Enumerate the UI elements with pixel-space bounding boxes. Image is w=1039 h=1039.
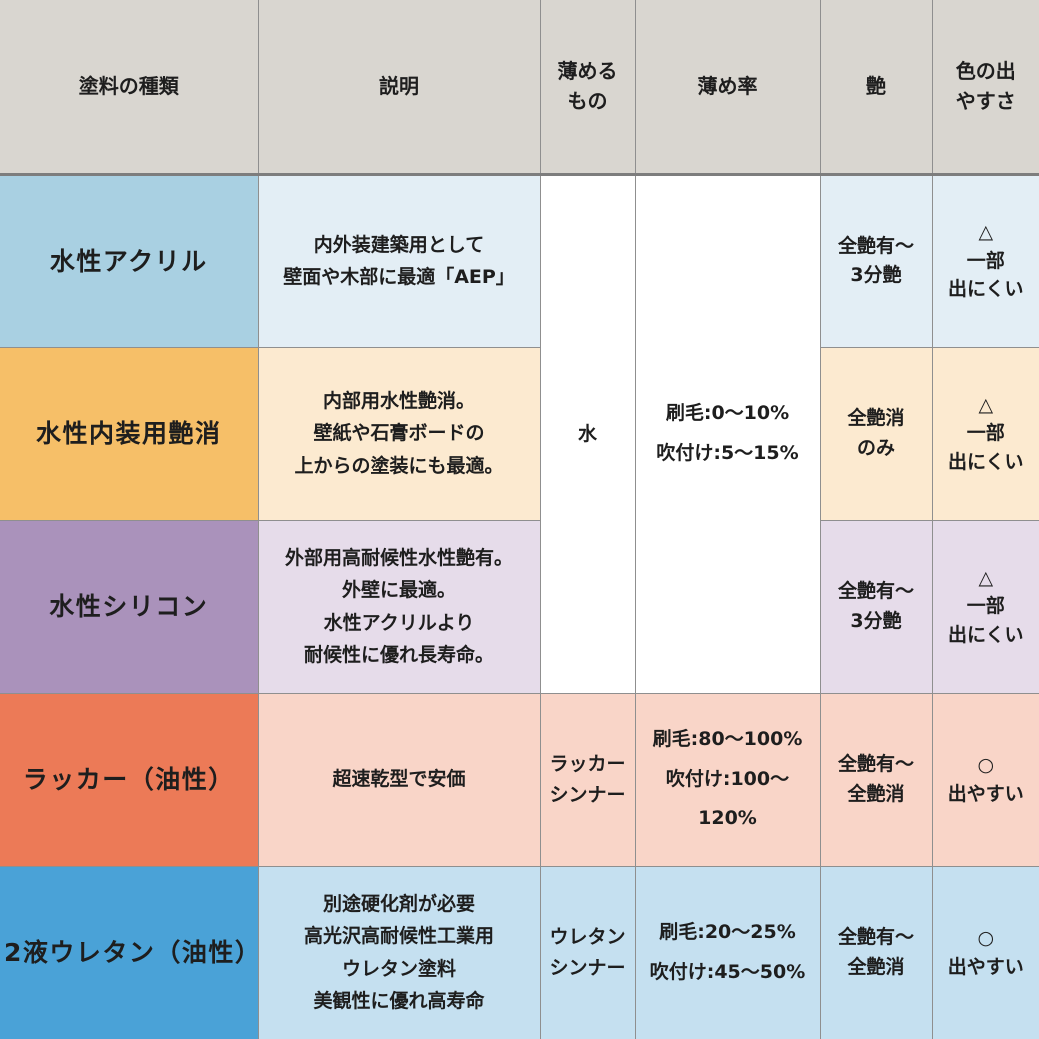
col-header-color-ease: 色の出 やすさ	[931, 0, 1039, 176]
row-water-interior-matte: 水性内装用艶消 内部用水性艶消。 壁紙や石膏ボードの 上からの塗装にも最適。 全…	[0, 346, 1039, 521]
ratio-cell: 刷毛:20～25% 吹付け:45～50%	[634, 865, 821, 1039]
gloss-cell: 全艶有～ 全艶消	[819, 692, 933, 867]
color-ease-cell: △ 一部 出にくい	[931, 173, 1039, 348]
header-row: 塗料の種類 説明 薄める もの 薄め率 艶 色の出 やすさ	[0, 0, 1039, 176]
description-cell: 超速乾型で安価	[257, 692, 541, 867]
gloss-cell: 全艶有～ 3分艶	[819, 173, 933, 348]
thinner-cell: ラッカー シンナー	[539, 692, 636, 867]
row-lacquer-oil: ラッカー（油性） 超速乾型で安価 ラッカー シンナー 刷毛:80～100% 吹付…	[0, 692, 1039, 867]
ratio-cell: 刷毛:80～100% 吹付け:100～120%	[634, 692, 821, 867]
gloss-cell: 全艶有～ 3分艶	[819, 519, 933, 694]
col-header-paint-type: 塗料の種類	[0, 0, 259, 176]
thinner-cell: ウレタン シンナー	[539, 865, 636, 1039]
row-water-acrylic: 水性アクリル 内外装建築用として 壁面や木部に最適「AEP」 水 刷毛:0～10…	[0, 173, 1039, 694]
thinner-cell-water-merged: 水	[539, 173, 636, 694]
row-two-part-urethane-oil: 2液ウレタン（油性） 別途硬化剤が必要 高光沢高耐候性工業用 ウレタン塗料 美観…	[0, 865, 1039, 1039]
color-ease-cell: ○ 出やすい	[931, 692, 1039, 867]
col-header-thinner: 薄める もの	[539, 0, 636, 176]
description-cell: 別途硬化剤が必要 高光沢高耐候性工業用 ウレタン塗料 美観性に優れ高寿命	[257, 865, 541, 1039]
col-header-gloss: 艶	[819, 0, 933, 176]
color-ease-cell: △ 一部 出にくい	[931, 346, 1039, 521]
color-ease-cell: ○ 出やすい	[931, 865, 1039, 1039]
col-header-description: 説明	[257, 0, 541, 176]
col-header-dilution-ratio: 薄め率	[634, 0, 821, 176]
gloss-cell: 全艶消 のみ	[819, 346, 933, 521]
paint-name-cell: 2液ウレタン（油性）	[0, 865, 259, 1039]
color-ease-cell: △ 一部 出にくい	[931, 519, 1039, 694]
description-cell: 外部用高耐候性水性艶有。 外壁に最適。 水性アクリルより 耐候性に優れ長寿命。	[257, 519, 541, 694]
paint-name-cell: ラッカー（油性）	[0, 692, 259, 867]
row-water-silicone: 水性シリコン 外部用高耐候性水性艶有。 外壁に最適。 水性アクリルより 耐候性に…	[0, 519, 1039, 694]
description-cell: 内外装建築用として 壁面や木部に最適「AEP」	[257, 173, 541, 348]
gloss-cell: 全艶有～ 全艶消	[819, 865, 933, 1039]
paint-name-cell: 水性内装用艶消	[0, 346, 259, 521]
paint-name-cell: 水性シリコン	[0, 519, 259, 694]
description-cell: 内部用水性艶消。 壁紙や石膏ボードの 上からの塗装にも最適。	[257, 346, 541, 521]
paint-name-cell: 水性アクリル	[0, 173, 259, 348]
ratio-cell-water-merged: 刷毛:0～10% 吹付け:5～15%	[634, 173, 821, 694]
